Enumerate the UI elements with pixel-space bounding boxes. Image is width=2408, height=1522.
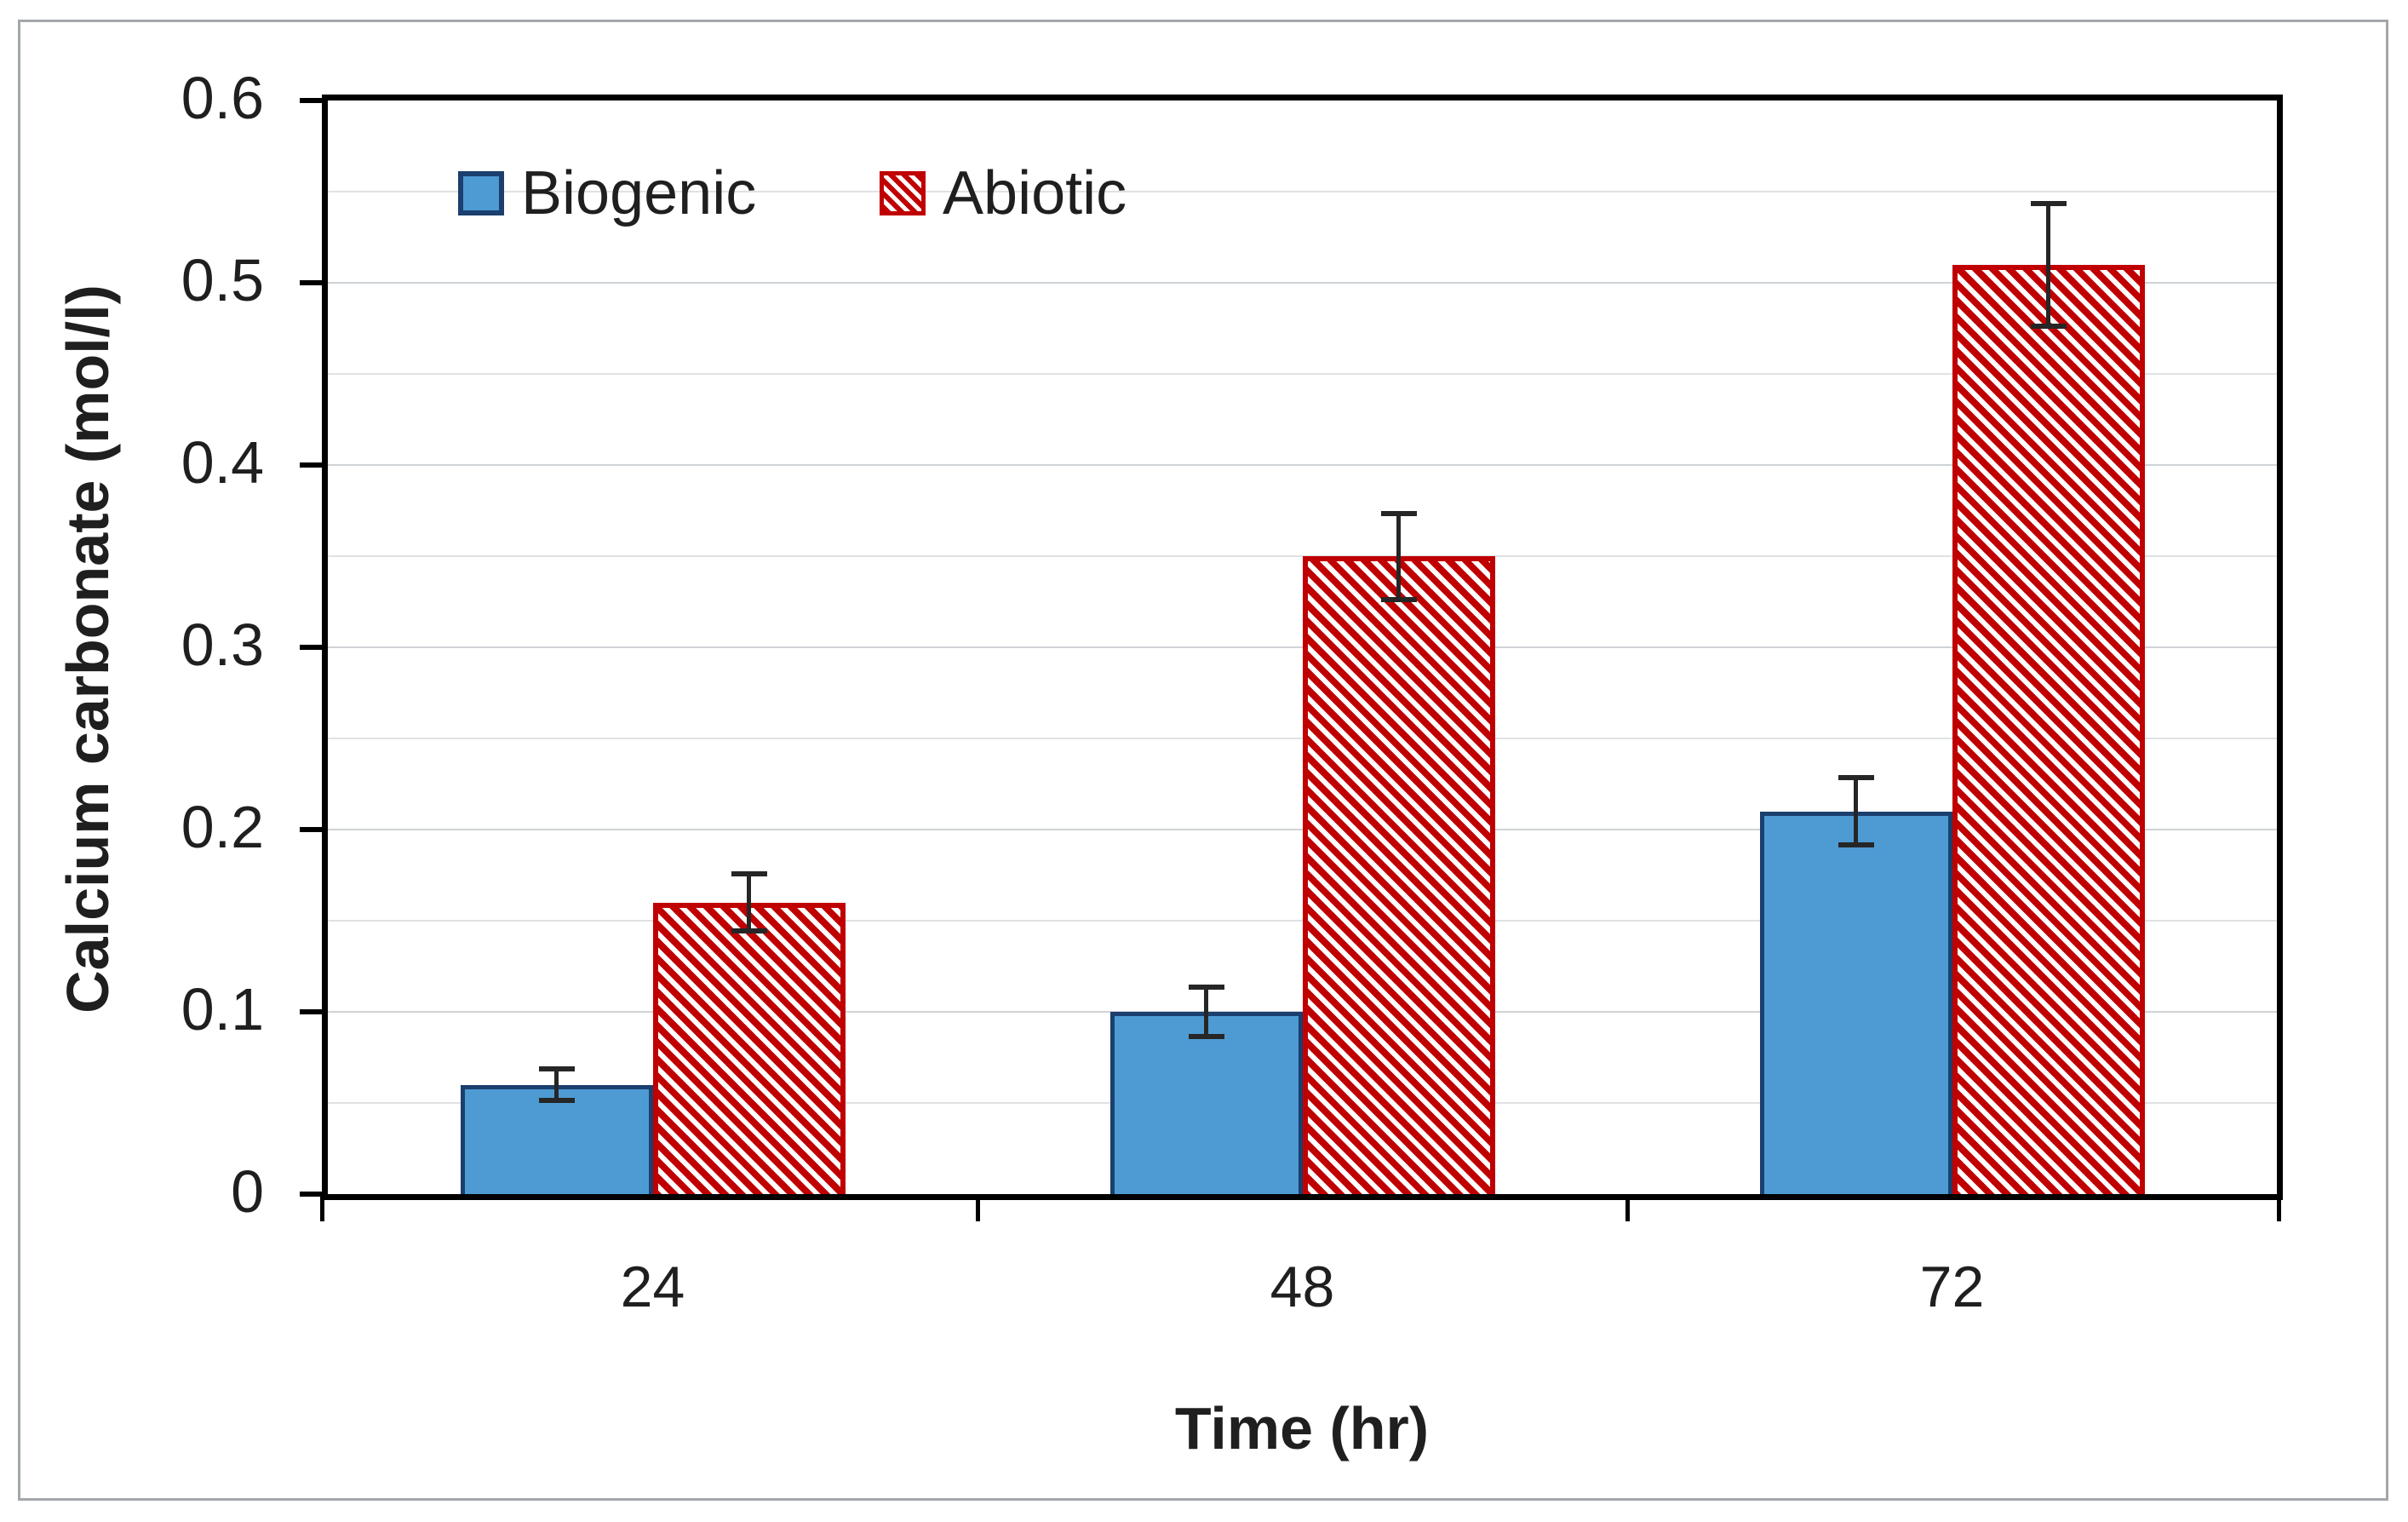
x-axis-title: Time (hr) [1174,1395,1430,1462]
error-bar-cap-bottom [538,1098,575,1103]
x-tick [2277,1196,2281,1221]
y-tick-label: 0.1 [181,975,264,1042]
bar-abiotic-48 [1302,556,1495,1200]
error-bar-cap-bottom [731,928,767,933]
y-tick-label: 0.4 [181,428,264,496]
frame-right [2277,95,2283,1200]
legend-label: Biogenic [521,159,757,227]
legend-item-biogenic: Biogenic [458,159,757,227]
error-bar-cap-top [2030,200,2067,206]
error-bar-line [1204,984,1208,1040]
error-bar-line [1396,510,1401,602]
bar-biogenic-48 [1109,1012,1303,1200]
y-tick [300,98,323,103]
major-gridline [328,282,2277,284]
frame-top [322,95,2283,101]
y-tick-label: 0.6 [181,64,264,131]
bar-abiotic-72 [1952,264,2145,1200]
error-bar-cap-top [538,1066,575,1072]
y-tick [300,462,323,468]
error-bar-line [2046,200,2050,329]
y-tick [300,827,323,832]
x-tick [1625,1196,1630,1221]
y-tick-label: 0.5 [181,246,264,313]
error-bar-line [747,871,751,933]
y-tick-label: 0.2 [181,793,264,860]
y-tick [300,1192,323,1197]
y-axis-title: Calcium carbonate (mol/l) [54,284,121,1014]
error-bar-cap-bottom [2030,323,2067,329]
bar-biogenic-72 [1759,811,1952,1200]
error-bar-cap-bottom [1188,1034,1224,1040]
x-category-label: 72 [1919,1255,1985,1319]
y-tick [300,645,323,650]
error-bar-cap-bottom [1380,596,1417,602]
major-gridline [328,464,2277,466]
error-bar-cap-bottom [1838,842,1874,848]
y-tick-label: 0 [231,1157,264,1225]
y-tick-label: 0.3 [181,611,264,678]
x-tick [320,1196,324,1221]
x-category-label: 24 [620,1255,685,1319]
error-bar-line [554,1066,559,1103]
frame-left-y-axis [322,95,328,1200]
error-bar-cap-top [1380,510,1417,516]
bar-abiotic-24 [652,902,846,1200]
legend-label: Abiotic [943,159,1127,227]
legend-item-abiotic: Abiotic [880,159,1127,227]
legend-swatch-abiotic [880,171,926,215]
plot-area: Biogenic Abiotic [322,95,2283,1200]
minor-gridline [328,191,2277,192]
legend-swatch-biogenic [458,171,504,215]
minor-gridline [328,373,2277,375]
x-tick [976,1196,980,1221]
error-bar-cap-top [1838,774,1874,780]
error-bar-line [1854,774,1858,848]
y-tick [300,1009,323,1014]
error-bar-cap-top [1188,984,1224,990]
error-bar-cap-top [731,871,767,877]
frame-bottom-x-axis [322,1194,2283,1200]
y-tick [300,280,323,285]
x-category-label: 48 [1270,1255,1335,1319]
